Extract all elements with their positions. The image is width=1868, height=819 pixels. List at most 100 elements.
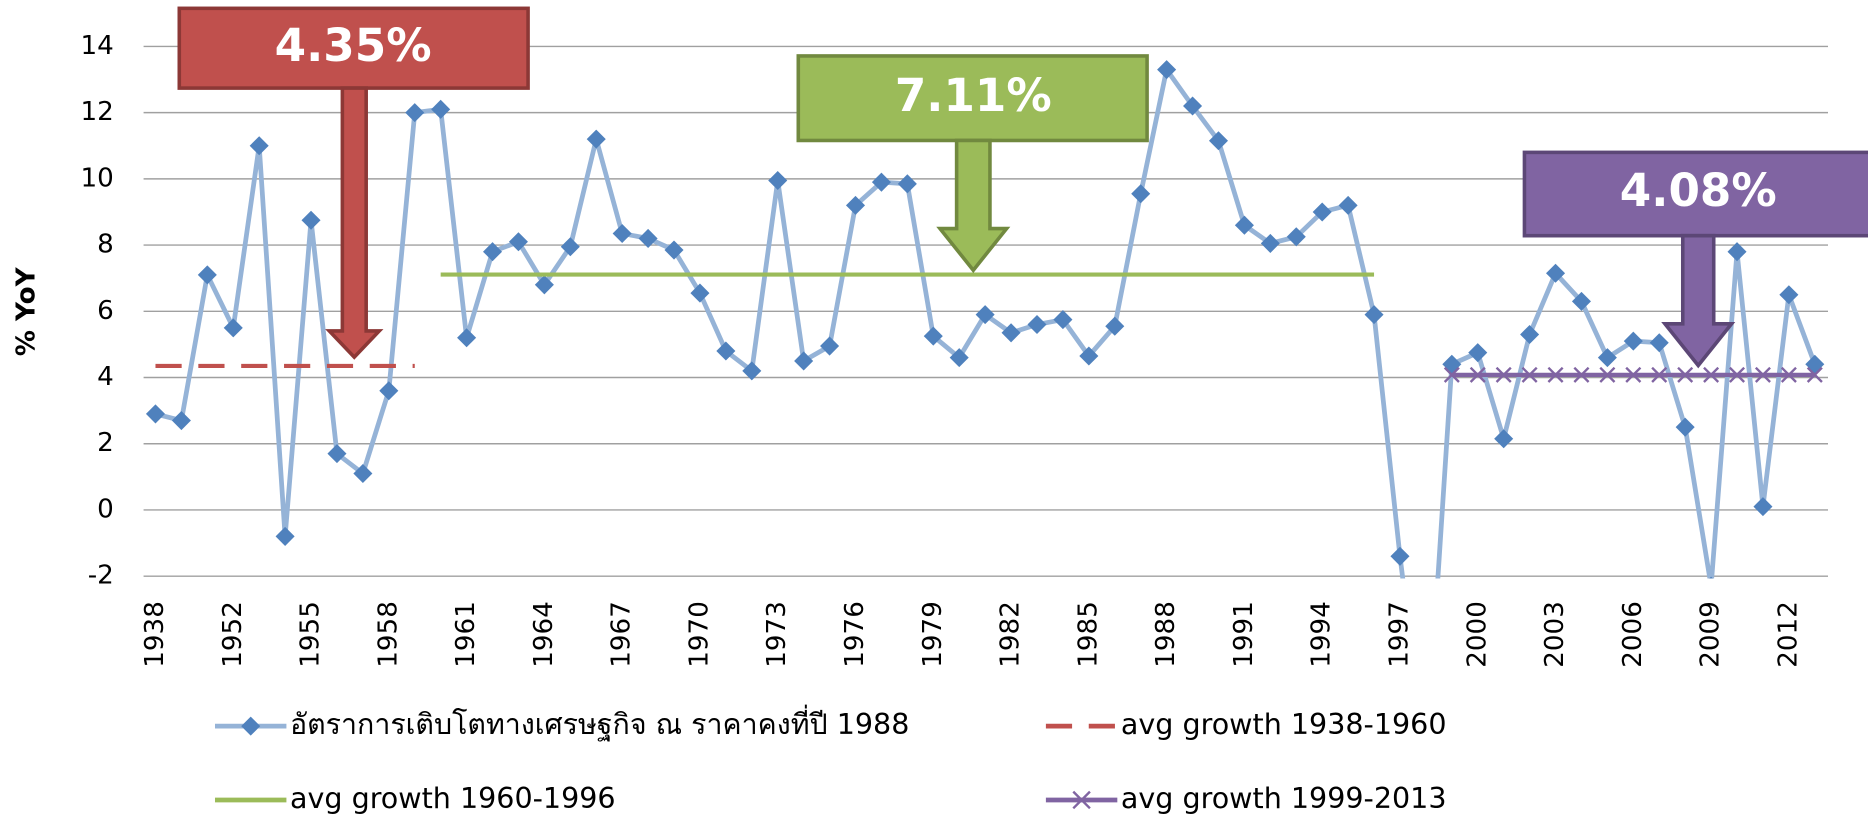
point bbox=[1183, 96, 1203, 116]
point bbox=[1390, 546, 1410, 566]
callout-arrow bbox=[936, 138, 1011, 274]
x-tick-label: 1964 bbox=[529, 601, 559, 668]
callout-text: 4.35% bbox=[275, 19, 432, 72]
point bbox=[1208, 131, 1229, 151]
x-tick-label: 1982 bbox=[996, 601, 1026, 668]
callout-arrow bbox=[1661, 233, 1736, 369]
x-tick-label: 1952 bbox=[218, 601, 248, 668]
x-tick-label: 2009 bbox=[1696, 601, 1726, 668]
point bbox=[586, 129, 606, 149]
x-tick-label: 1976 bbox=[840, 601, 870, 668]
point bbox=[1625, 366, 1642, 383]
point bbox=[1520, 324, 1540, 344]
x-tick-label: 2003 bbox=[1540, 601, 1570, 668]
point bbox=[820, 336, 840, 356]
point bbox=[1709, 576, 1714, 579]
point bbox=[249, 136, 269, 156]
point bbox=[1131, 184, 1151, 204]
point bbox=[1597, 348, 1617, 368]
point bbox=[1443, 366, 1460, 383]
point bbox=[1677, 366, 1694, 383]
x-tick-label: 1970 bbox=[684, 601, 714, 668]
legend: อัตราการเติบโตทางเศรษฐกิจ ณ ราคาคงที่ปี … bbox=[214, 705, 1447, 815]
x-tick-label: 1991 bbox=[1229, 601, 1259, 668]
x-tick-label: 1988 bbox=[1151, 601, 1181, 668]
point bbox=[794, 351, 814, 371]
y-tick-label: 4 bbox=[97, 362, 114, 392]
y-tick-label: 0 bbox=[97, 494, 114, 524]
x-tick-label: 1938 bbox=[140, 601, 170, 668]
point bbox=[457, 328, 477, 348]
callout-box bbox=[796, 54, 1149, 143]
point bbox=[1312, 202, 1332, 222]
point bbox=[871, 172, 891, 192]
point bbox=[1599, 366, 1616, 383]
point bbox=[171, 411, 191, 431]
plot-area bbox=[145, 60, 1825, 771]
point bbox=[1469, 366, 1486, 383]
point bbox=[197, 265, 217, 285]
y-tick-label: 10 bbox=[80, 163, 113, 193]
point bbox=[1286, 227, 1306, 247]
x-tick-label: 2000 bbox=[1462, 601, 1492, 668]
point bbox=[1442, 354, 1462, 374]
point bbox=[223, 318, 243, 338]
legend-label: avg growth 1938-1960 bbox=[1121, 707, 1447, 741]
legend-label: อัตราการเติบโตทางเศรษฐกิจ ณ ราคาคงที่ปี … bbox=[290, 705, 909, 741]
x-tick-label: 1997 bbox=[1384, 601, 1414, 668]
point bbox=[379, 381, 399, 401]
point bbox=[1547, 366, 1564, 383]
point bbox=[1027, 315, 1047, 335]
x-tick-label: 2006 bbox=[1618, 601, 1648, 668]
point bbox=[923, 326, 943, 346]
x-tick-label: 1967 bbox=[607, 601, 637, 668]
point bbox=[1079, 346, 1099, 366]
callout-green: 7.11% bbox=[796, 54, 1149, 274]
x-tick-label: 1979 bbox=[918, 601, 948, 668]
point bbox=[1675, 417, 1695, 437]
point bbox=[1651, 366, 1668, 383]
point bbox=[1338, 195, 1358, 215]
point bbox=[353, 463, 373, 484]
point bbox=[1521, 366, 1538, 383]
point bbox=[1495, 366, 1512, 383]
point bbox=[1571, 291, 1591, 311]
point bbox=[275, 526, 295, 546]
point bbox=[1364, 305, 1384, 325]
x-tick-label: 2012 bbox=[1773, 601, 1803, 668]
point bbox=[768, 170, 788, 191]
point bbox=[612, 223, 632, 244]
point bbox=[1780, 366, 1797, 383]
point bbox=[1703, 366, 1720, 383]
y-tick-label: 2 bbox=[97, 428, 114, 458]
x-tick-label: 1955 bbox=[296, 601, 326, 668]
point bbox=[145, 404, 165, 424]
callout-red: 4.35% bbox=[177, 6, 530, 360]
y-tick-label: 8 bbox=[97, 230, 114, 260]
callout-arrow bbox=[325, 86, 384, 360]
x-tick-label: 1973 bbox=[762, 601, 792, 668]
point bbox=[1754, 366, 1771, 383]
y-axis-label: % YoY bbox=[11, 266, 41, 356]
point bbox=[975, 305, 995, 325]
y-tick-label: -2 bbox=[88, 561, 114, 591]
point bbox=[1494, 429, 1514, 449]
point bbox=[1468, 343, 1488, 363]
x-tick-label: 1985 bbox=[1073, 601, 1103, 668]
callout-text: 7.11% bbox=[895, 69, 1052, 122]
point bbox=[1623, 331, 1643, 351]
point bbox=[508, 232, 528, 252]
x-tick-label: 1961 bbox=[451, 601, 481, 668]
callout-box bbox=[177, 6, 530, 90]
point bbox=[897, 174, 917, 194]
point bbox=[1753, 497, 1773, 517]
point bbox=[1416, 752, 1435, 771]
point bbox=[1806, 366, 1823, 383]
callout-purple: 4.08% bbox=[1522, 150, 1868, 369]
point bbox=[327, 444, 347, 464]
legend-label: avg growth 1999-2013 bbox=[1121, 781, 1447, 815]
legend-marker bbox=[241, 716, 261, 736]
point bbox=[1573, 366, 1590, 383]
x-tick-label: 1994 bbox=[1307, 601, 1337, 668]
